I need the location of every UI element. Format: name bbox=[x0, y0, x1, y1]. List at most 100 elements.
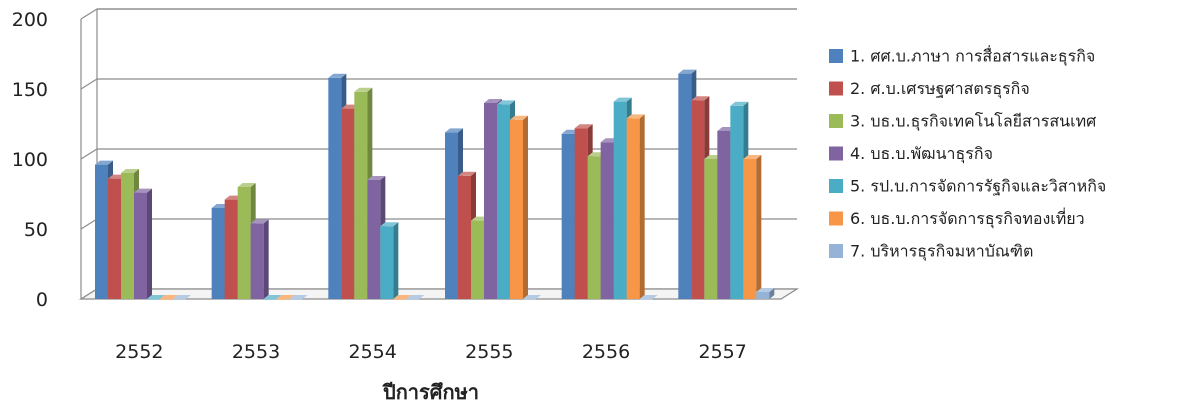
bar bbox=[380, 222, 399, 299]
bar-front bbox=[237, 187, 251, 299]
legend-label: 4. บธ.บ.พัฒนาธุรกิจ bbox=[850, 144, 993, 164]
bar-top bbox=[691, 96, 710, 101]
bar bbox=[173, 295, 191, 300]
bar-top bbox=[523, 295, 541, 299]
legend-item: 7. บริหารธุรกิจมหาบัณฑิต bbox=[829, 242, 1033, 262]
bar-top bbox=[276, 295, 295, 299]
legend-swatch bbox=[829, 244, 843, 258]
bar bbox=[406, 295, 425, 300]
bar-front bbox=[108, 178, 121, 299]
bar-front bbox=[95, 164, 108, 299]
axes: 0 50 100 150 200 2552 2553 2554 2555 2556 2557 bbox=[12, 9, 747, 363]
bar-top bbox=[406, 295, 425, 299]
bar-top bbox=[458, 171, 476, 176]
x-tick-label: 2557 bbox=[698, 341, 746, 363]
bar-front bbox=[445, 132, 458, 299]
bar-front bbox=[393, 299, 407, 300]
bar-front bbox=[717, 131, 731, 299]
legend-label: 6. บธ.บ.การจัดการธุรกิจทองเที่ยว bbox=[850, 207, 1085, 229]
gridline bbox=[80, 8, 797, 20]
x-tick-label: 2556 bbox=[582, 341, 630, 363]
bar-front bbox=[471, 220, 484, 299]
bar bbox=[263, 295, 282, 300]
bar-front bbox=[224, 199, 238, 299]
bar-top bbox=[367, 176, 386, 180]
x-tick-label: 2554 bbox=[348, 341, 396, 363]
bar-front bbox=[289, 299, 303, 300]
legend-swatch bbox=[829, 114, 843, 128]
bar-front bbox=[730, 105, 744, 299]
bar-top bbox=[95, 160, 113, 165]
bar-front bbox=[458, 175, 471, 299]
bar-front bbox=[743, 159, 757, 299]
bar bbox=[743, 155, 762, 299]
bar bbox=[134, 188, 152, 299]
bar-top bbox=[289, 295, 308, 299]
bar-side bbox=[263, 219, 269, 299]
y-tick-label: 200 bbox=[12, 9, 48, 31]
bar-front bbox=[613, 101, 627, 299]
bar-top bbox=[354, 87, 373, 92]
bar-front bbox=[561, 133, 575, 299]
bar-top bbox=[730, 101, 749, 106]
bar-front bbox=[523, 299, 536, 300]
y-tick-label: 150 bbox=[12, 79, 48, 101]
bar-front bbox=[600, 142, 614, 299]
bar-front bbox=[497, 104, 510, 300]
bar-front bbox=[354, 91, 368, 299]
bar bbox=[756, 288, 775, 299]
bar bbox=[276, 295, 295, 300]
y-tick-label: 0 bbox=[36, 289, 48, 311]
legend-swatch bbox=[829, 211, 843, 226]
bar-top bbox=[756, 288, 775, 292]
bar-top bbox=[393, 295, 412, 299]
bar-front bbox=[704, 159, 718, 299]
bar-front bbox=[211, 208, 225, 299]
bar-top bbox=[121, 169, 139, 173]
legend-swatch bbox=[829, 81, 843, 96]
bar-front bbox=[406, 299, 420, 300]
legend-item: 3. บธ.บ.ธุรกิจเทคโนโลยีสารสนเทศ bbox=[829, 112, 1096, 132]
bar bbox=[147, 295, 165, 300]
legend-item: 6. บธ.บ.การจัดการธุรกิจทองเที่ยว bbox=[829, 207, 1085, 229]
bar-side bbox=[393, 222, 399, 299]
bar-top bbox=[626, 114, 645, 119]
bar-top bbox=[613, 97, 632, 102]
bar-top bbox=[743, 155, 762, 159]
bar-top bbox=[160, 295, 178, 299]
bar-side bbox=[769, 288, 775, 299]
legend-item: 1. ศศ.บ.ภาษา การสื่อสารและธุรกิจ bbox=[829, 45, 1095, 67]
bar-top bbox=[497, 100, 515, 105]
legend-swatch bbox=[829, 179, 843, 193]
x-tick-label: 2552 bbox=[115, 341, 163, 363]
bar bbox=[626, 114, 645, 300]
bar-top bbox=[250, 219, 269, 224]
bar-front bbox=[250, 223, 264, 299]
bar-front bbox=[341, 108, 355, 299]
x-axis-label: ปีการศึกษา bbox=[382, 380, 479, 404]
legend: 1. ศศ.บ.ภาษา การสื่อสารและธุรกิจ 2. ศ.บ.เ… bbox=[829, 45, 1106, 262]
bar-front bbox=[484, 103, 497, 299]
x-tick-label: 2555 bbox=[465, 341, 513, 363]
legend-item: 5. รป.บ.การจัดการรัฐกิจและวิสาหกิจ bbox=[829, 177, 1106, 196]
bar-front bbox=[134, 192, 147, 299]
x-tick-label: 2553 bbox=[232, 341, 280, 363]
bar-front bbox=[691, 100, 705, 299]
bar-top bbox=[484, 99, 502, 103]
bar-top bbox=[445, 128, 463, 133]
bar-side bbox=[756, 155, 762, 299]
bar-top bbox=[328, 73, 347, 78]
bar bbox=[523, 295, 541, 300]
bar-top bbox=[380, 222, 399, 227]
bar-front bbox=[756, 292, 770, 299]
legend-item: 4. บธ.บ.พัฒนาธุรกิจ bbox=[829, 144, 993, 164]
bar-front bbox=[587, 156, 601, 299]
bar-front bbox=[367, 180, 381, 299]
bar-front bbox=[276, 299, 290, 300]
bar-front bbox=[263, 299, 277, 300]
bar-top bbox=[263, 295, 282, 299]
bar-front bbox=[574, 128, 588, 299]
bar-top bbox=[510, 115, 528, 120]
